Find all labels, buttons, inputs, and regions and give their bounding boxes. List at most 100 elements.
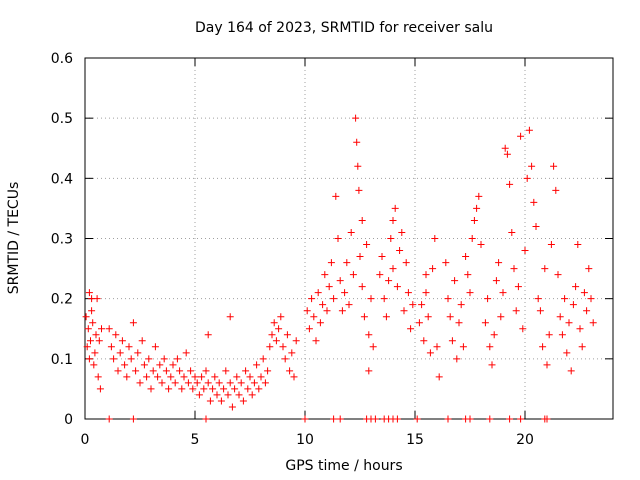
data-point [248,391,256,399]
data-point [242,367,250,375]
data-point [266,343,274,351]
data-point [477,241,485,249]
x-tick-label: 0 [81,432,90,448]
data-point [424,313,432,321]
data-point [387,235,395,242]
data-point [162,367,170,375]
data-point [545,331,553,339]
data-point [226,313,234,321]
data-point [585,265,593,273]
data-point [204,379,212,387]
data-point [512,307,520,315]
data-point [352,114,360,122]
data-point [519,325,527,333]
data-point [114,367,122,375]
data-point [345,301,353,309]
data-point [169,361,177,369]
data-point [444,295,452,303]
data-point [356,253,364,261]
data-point [308,295,316,303]
data-point [235,391,243,399]
data-point [475,192,483,200]
y-tick-label: 0.3 [51,232,73,248]
data-point [355,186,363,194]
data-point [455,319,463,327]
data-point [325,283,333,291]
data-point [550,162,558,170]
data-point [321,271,329,279]
data-point [521,247,529,255]
data-point [85,289,93,297]
data-point [530,198,538,206]
data-point [495,259,503,267]
data-point [191,373,199,381]
data-point [283,331,291,339]
data-point [92,331,100,339]
data-point [138,337,146,345]
data-point [517,415,525,423]
data-point [343,259,351,267]
data-point [382,313,390,321]
data-point [136,379,144,387]
data-point [580,289,588,297]
axis-ticks: 0 0.1 0.2 0.3 0.4 0.5 0.6 0 5 10 15 20 [51,51,613,448]
data-point [213,391,221,399]
data-point [88,295,96,303]
data-point [486,415,494,423]
data-point [94,373,102,381]
data-point [349,271,357,279]
data-point [473,204,481,212]
data-point [385,277,393,285]
data-point [353,138,361,146]
data-point [129,415,137,423]
data-point [268,331,276,339]
data-point [95,337,103,345]
data-point [380,295,388,303]
data-point [239,397,247,405]
data-point [525,126,533,134]
data-point [277,313,285,321]
data-point [226,379,234,387]
data-point [415,319,423,327]
data-point [281,355,289,363]
data-point [184,379,192,387]
data-point [486,343,494,351]
data-point [312,337,320,345]
y-tick-label: 0.1 [51,352,73,368]
data-point [371,415,379,423]
data-point [556,313,564,321]
data-point [464,271,472,279]
data-point [301,415,309,423]
data-point [193,379,201,387]
data-point [224,391,232,399]
data-point [202,367,210,375]
data-point [578,343,586,351]
data-point [105,415,113,423]
data-point [422,289,430,297]
data-point [149,367,157,375]
data-point [565,319,573,327]
data-point [389,216,397,224]
data-point [110,355,118,363]
data-point [426,349,434,357]
data-point [336,277,344,285]
data-point [431,235,439,242]
data-point [231,385,239,393]
data-point [466,289,474,297]
data-point [418,301,426,309]
data-point [503,150,511,158]
data-point [176,367,184,375]
y-tick-label: 0.6 [51,51,73,67]
data-point [558,331,566,339]
data-point [396,247,404,255]
data-point [358,216,366,224]
data-point [156,361,164,369]
data-point [363,241,371,249]
data-point [541,265,549,273]
data-point [143,373,151,381]
data-point [587,295,595,303]
x-tick-label: 20 [516,432,534,448]
data-point [209,385,217,393]
data-point [233,373,241,381]
data-point [539,343,547,351]
